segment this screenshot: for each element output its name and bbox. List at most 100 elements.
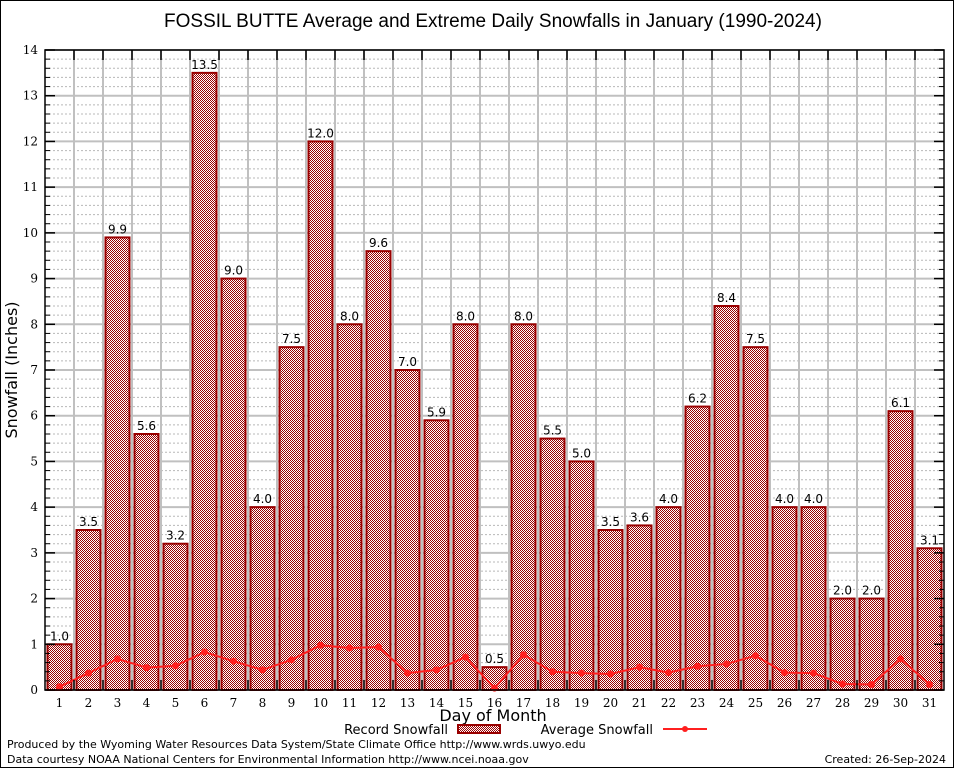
bar-day-22 bbox=[655, 506, 682, 691]
bar-label-day-14: 5.9 bbox=[427, 405, 446, 419]
average-point-day-23 bbox=[694, 662, 701, 670]
x-tick-label: 9 bbox=[288, 696, 296, 710]
average-point-day-26 bbox=[781, 669, 788, 677]
bar-day-19 bbox=[568, 460, 595, 691]
y-tick-label: 9 bbox=[30, 272, 38, 286]
bar-day-29 bbox=[858, 597, 885, 691]
x-tick-label: 30 bbox=[893, 696, 908, 710]
x-tick-label: 11 bbox=[342, 696, 357, 710]
y-tick-label: 12 bbox=[23, 134, 38, 148]
y-tick-label: 14 bbox=[23, 43, 39, 57]
bar-label-day-15: 8.0 bbox=[456, 309, 475, 323]
average-point-day-20 bbox=[607, 670, 614, 678]
legend-average-marker bbox=[682, 726, 688, 732]
footer-created-date: Created: 26-Sep-2024 bbox=[825, 753, 946, 766]
y-tick-label: 10 bbox=[23, 226, 38, 240]
bar-label-day-11: 8.0 bbox=[340, 309, 359, 323]
x-tick-label: 28 bbox=[835, 696, 850, 710]
average-point-day-24 bbox=[723, 660, 730, 668]
x-tick-label: 2 bbox=[85, 696, 93, 710]
x-tick-label: 13 bbox=[400, 696, 415, 710]
bar-day-9 bbox=[278, 346, 305, 691]
average-point-day-9 bbox=[288, 656, 295, 664]
legend-record-swatch bbox=[457, 724, 501, 734]
footer-credit-2: Data courtesy NOAA National Centers for … bbox=[7, 753, 529, 766]
footer-credit-1: Produced by the Wyoming Water Resources … bbox=[7, 738, 586, 751]
bar-day-27 bbox=[800, 506, 827, 691]
bar-label-day-25: 7.5 bbox=[746, 332, 765, 346]
x-axis-label: Day of Month bbox=[439, 706, 546, 725]
average-point-day-21 bbox=[636, 663, 643, 671]
bar-label-day-9: 7.5 bbox=[282, 332, 301, 346]
x-tick-labels: 1 2 3 4 5 6 7 8 9 10 11 12 13 14 15 16 17 18 19 20 21 22 23 24 2… bbox=[56, 696, 937, 710]
legend: Record Snowfall Average Snowfall bbox=[344, 723, 707, 738]
average-point-day-5 bbox=[172, 662, 179, 670]
average-point-day-22 bbox=[665, 669, 672, 677]
bar-day-15 bbox=[452, 323, 479, 691]
average-point-day-27 bbox=[810, 669, 817, 677]
average-point-day-10 bbox=[317, 641, 324, 649]
bar-label-day-26: 4.0 bbox=[775, 492, 794, 506]
average-point-day-31 bbox=[926, 681, 933, 689]
average-point-day-25 bbox=[752, 652, 759, 660]
average-point-day-12 bbox=[375, 643, 382, 651]
x-tick-label: 24 bbox=[719, 696, 735, 710]
average-point-day-4 bbox=[143, 664, 150, 672]
average-point-day-15 bbox=[462, 653, 469, 661]
x-tick-label: 29 bbox=[864, 696, 879, 710]
x-tick-label: 25 bbox=[748, 696, 763, 710]
bar-day-28 bbox=[829, 597, 856, 691]
average-point-day-30 bbox=[897, 655, 904, 663]
y-tick-label: 3 bbox=[30, 546, 38, 560]
bar-day-24 bbox=[713, 305, 740, 691]
bar-label-day-16: 0.5 bbox=[485, 652, 504, 666]
bar-day-4 bbox=[133, 433, 160, 691]
y-tick-label: 0 bbox=[30, 683, 38, 697]
bar-day-14 bbox=[423, 419, 450, 691]
average-point-day-28 bbox=[839, 680, 846, 688]
x-tick-label: 23 bbox=[690, 696, 705, 710]
x-tick-label: 15 bbox=[458, 696, 473, 710]
bar-day-17 bbox=[510, 323, 537, 691]
y-tick-label: 6 bbox=[30, 409, 38, 423]
average-point-day-29 bbox=[868, 681, 875, 689]
average-point-day-7 bbox=[230, 657, 237, 665]
average-point-day-3 bbox=[114, 655, 121, 663]
x-tick-label: 8 bbox=[259, 696, 267, 710]
x-tick-label: 17 bbox=[516, 696, 531, 710]
average-point-day-13 bbox=[404, 669, 411, 677]
bar-label-day-7: 9.0 bbox=[224, 264, 243, 278]
bar-label-day-29: 2.0 bbox=[862, 584, 881, 598]
x-tick-label: 3 bbox=[114, 696, 122, 710]
axes bbox=[44, 49, 945, 691]
bar-label-day-18: 5.5 bbox=[543, 424, 562, 438]
legend-average-label: Average Snowfall bbox=[541, 723, 653, 738]
y-tick-label: 8 bbox=[30, 317, 38, 331]
y-tick-label: 1 bbox=[30, 637, 38, 651]
bar-label-day-21: 3.6 bbox=[630, 510, 649, 524]
x-tick-label: 21 bbox=[632, 696, 647, 710]
bar-day-11 bbox=[336, 323, 363, 691]
record-snowfall-bars bbox=[46, 71, 943, 692]
x-tick-label: 14 bbox=[429, 696, 445, 710]
bar-label-day-5: 3.2 bbox=[166, 529, 185, 543]
average-point-day-18 bbox=[549, 668, 556, 676]
bar-label-day-1: 1.0 bbox=[50, 629, 69, 643]
bar-day-26 bbox=[771, 506, 798, 691]
bar-day-6 bbox=[191, 71, 218, 692]
bar-label-day-24: 8.4 bbox=[717, 291, 736, 305]
bar-label-day-10: 12.0 bbox=[307, 126, 334, 140]
x-tick-label: 12 bbox=[371, 696, 386, 710]
bar-day-2 bbox=[75, 529, 102, 691]
bar-label-day-4: 5.6 bbox=[137, 419, 156, 433]
bar-label-day-30: 6.1 bbox=[891, 396, 910, 410]
bar-day-23 bbox=[684, 405, 711, 691]
average-point-day-2 bbox=[85, 669, 92, 677]
bar-day-20 bbox=[597, 529, 624, 691]
x-tick-label: 31 bbox=[922, 696, 937, 710]
bar-label-day-6: 13.5 bbox=[191, 58, 218, 72]
bar-label-day-13: 7.0 bbox=[398, 355, 417, 369]
y-axis-label: Snowfall (Inches) bbox=[2, 301, 21, 438]
